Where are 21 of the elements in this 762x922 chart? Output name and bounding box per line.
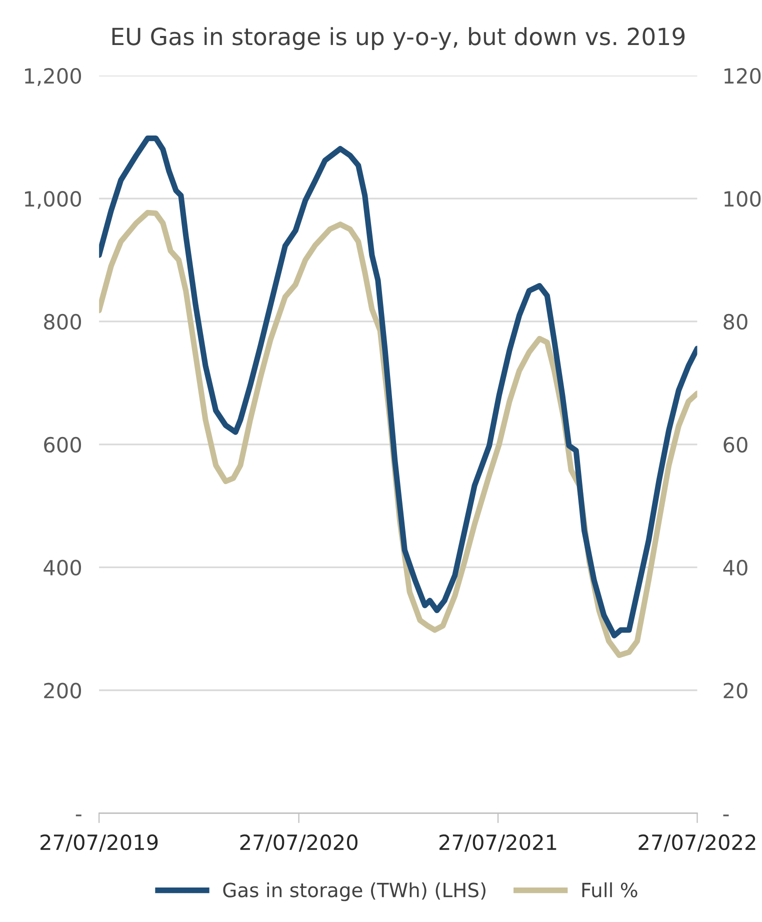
y-tick-label: 1,000 xyxy=(25,190,82,209)
x-tick-label: 27/07/2021 xyxy=(440,834,556,852)
y-tick-label: 1,200 xyxy=(25,68,82,86)
x-tick-label: 27/07/2022 xyxy=(638,834,756,852)
y2-tick-label: 20 xyxy=(724,682,748,698)
y-tick-label: 800 xyxy=(44,314,82,330)
legend-label: Gas in storage (TWh) (LHS) xyxy=(223,882,486,902)
x-tick-label: 27/07/2019 xyxy=(40,834,158,852)
chart-title: EU Gas in storage is up y-o-y, but down vs. 2019 xyxy=(112,27,685,50)
y2-tick-label: 40 xyxy=(723,560,748,576)
y2-tick-label: - xyxy=(723,814,729,816)
x-tick-label: 27/07/2020 xyxy=(240,834,358,852)
y2-tick-label: 100 xyxy=(724,190,761,207)
y2-tick-label: 120 xyxy=(724,68,761,84)
y-tick-label: 200 xyxy=(44,682,82,698)
y2-tick-label: 80 xyxy=(724,314,748,330)
legend-label: Full % xyxy=(582,882,638,898)
y-tick-label: - xyxy=(76,814,82,816)
y2-tick-label: 60 xyxy=(724,436,748,453)
y-tick-label: 600 xyxy=(44,436,82,453)
y-tick-label: 400 xyxy=(44,560,82,576)
